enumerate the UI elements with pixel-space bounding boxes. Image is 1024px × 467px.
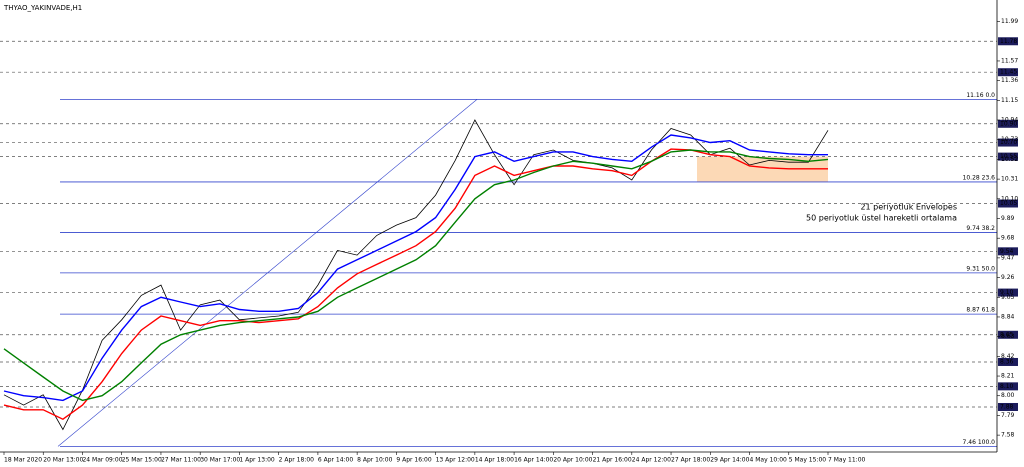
- y-tick-label: 9.05: [1001, 294, 1015, 301]
- indicator-line: [3, 134, 828, 402]
- fib-label: 8.87 61.8: [966, 307, 995, 314]
- level-tag: [998, 152, 1018, 161]
- x-tick-label: 18 Mar 2020: [4, 457, 42, 464]
- y-tick-label: 8.42: [1001, 353, 1015, 360]
- y-tick-label: 9.89: [1001, 215, 1015, 222]
- y-tick-label: 8.00: [1001, 392, 1015, 399]
- level-tag: [998, 357, 1018, 366]
- x-tick-label: 7 May 11:00: [828, 457, 866, 464]
- x-tick-label: 8 Apr 10:00: [357, 457, 392, 464]
- y-tick-label: 10.73: [1001, 136, 1018, 143]
- x-tick-label: 20 Mar 13:00: [43, 457, 83, 464]
- level-tag: [998, 138, 1018, 147]
- x-tick-label: 25 Mar 15:00: [122, 457, 162, 464]
- x-tick-label: 24 Apr 12:00: [632, 457, 671, 464]
- y-tick-label: 9.68: [1001, 235, 1015, 242]
- fib-label: 7.46 100.0: [963, 439, 996, 446]
- x-tick-label: 6 Apr 14:00: [318, 457, 353, 464]
- y-tick-label: 8.21: [1001, 373, 1015, 380]
- y-tick-label: 8.84: [1001, 313, 1015, 320]
- level-tag: [998, 247, 1018, 256]
- plot-area: [0, 0, 997, 452]
- level-tag: [998, 288, 1018, 297]
- level-label: 8.36: [1000, 358, 1014, 365]
- x-tick-label: 13 Apr 12:00: [436, 457, 475, 464]
- level-label: 8.65: [1000, 331, 1014, 338]
- level-label: 8.10: [1000, 383, 1014, 390]
- level-label: 9.54: [1000, 248, 1014, 255]
- x-tick-label: 27 Apr 18:00: [671, 457, 710, 464]
- y-tick-label: 9.47: [1001, 254, 1015, 261]
- chart-title: THYAO_YAKINVADE,H1: [3, 4, 82, 12]
- price-line: [3, 119, 829, 431]
- y-tick-label: 10.10: [1001, 195, 1018, 202]
- level-tag: [998, 37, 1018, 46]
- y-tick-label: 11.36: [1001, 77, 1018, 84]
- level-label: 10.90: [1000, 120, 1017, 127]
- x-tick-label: 14 Apr 18:00: [475, 457, 514, 464]
- x-tick-label: 5 May 15:00: [789, 457, 827, 464]
- x-tick-label: 9 Apr 16:00: [396, 457, 431, 464]
- level-tag: [998, 119, 1018, 128]
- level-tag: [998, 382, 1018, 391]
- fib-trend: [57, 99, 478, 447]
- fib-label: 9.74 38.2: [966, 225, 995, 232]
- level-label: 10.55: [1000, 153, 1017, 160]
- y-tick-label: 11.99: [1001, 18, 1018, 25]
- legend-entry: 21 periyotluk Envelopes: [860, 203, 957, 212]
- x-tick-label: 27 Mar 11:00: [161, 457, 201, 464]
- y-tick-label: 7.79: [1001, 412, 1015, 419]
- y-tick-label: 11.57: [1001, 57, 1018, 64]
- y-tick-label: 8.63: [1001, 333, 1015, 340]
- x-tick-label: 20 Apr 10:00: [553, 457, 592, 464]
- level-label: 11.78: [1000, 38, 1017, 45]
- fib-label: 9.31 50.0: [966, 265, 995, 272]
- level-tag: [998, 330, 1018, 339]
- x-tick-label: 16 Apr 14:00: [514, 457, 553, 464]
- level-label: 7.88: [1000, 403, 1014, 410]
- level-tag: [998, 402, 1018, 411]
- y-tick-label: 10.52: [1001, 156, 1018, 163]
- x-tick-label: 1 Apr 13:00: [239, 457, 274, 464]
- y-tick-label: 11.15: [1001, 97, 1018, 104]
- x-tick-label: 24 Mar 09:00: [82, 457, 122, 464]
- indicator-line: [3, 149, 829, 402]
- x-tick-label: 4 May 10:00: [750, 457, 788, 464]
- y-tick-label: 9.26: [1001, 274, 1015, 281]
- x-tick-label: 2 Apr 18:00: [279, 457, 314, 464]
- level-label: 11.45: [1000, 69, 1017, 76]
- fib-label: 11.16 0.0: [966, 92, 995, 99]
- legend-entry: 50 periyotluk üstel hareketli ortalama: [806, 214, 957, 223]
- y-tick-label: 7.58: [1001, 432, 1015, 439]
- x-tick-label: 21 Apr 16:00: [593, 457, 632, 464]
- level-label: 10.05: [1000, 200, 1017, 207]
- level-label: 9.10: [1000, 289, 1014, 296]
- y-tick-label: 10.31: [1001, 176, 1018, 183]
- x-tick-label: 30 Mar 17:00: [200, 457, 240, 464]
- level-tag: [998, 68, 1018, 77]
- fib-label: 10.28 23.6: [963, 174, 996, 181]
- x-tick-label: 29 Apr 14:00: [710, 457, 749, 464]
- level-label: 10.70: [1000, 139, 1017, 146]
- y-tick-label: 10.94: [1001, 117, 1018, 124]
- level-tag: [998, 199, 1018, 208]
